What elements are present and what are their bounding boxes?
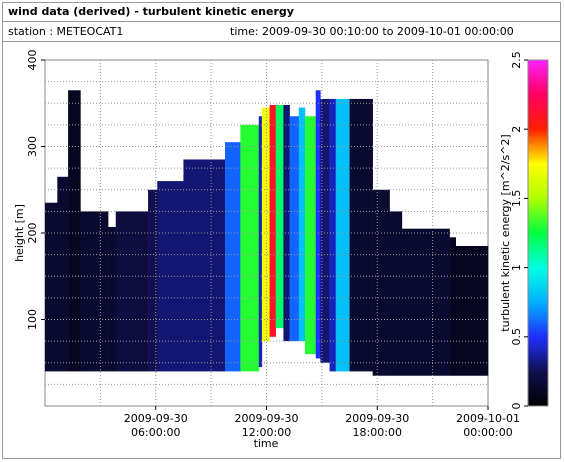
time-range: time: 2009-09-30 00:10:00 to 2009-10-01 … bbox=[230, 25, 514, 38]
heatmap-cell bbox=[261, 107, 270, 342]
y-tick-label: 300 bbox=[26, 136, 39, 157]
heatmap-cell bbox=[80, 211, 109, 372]
y-tick-label: 200 bbox=[26, 223, 39, 244]
heatmap-cell bbox=[115, 211, 149, 372]
heatmap-cell bbox=[275, 104, 284, 329]
heatmap-cell bbox=[304, 116, 317, 355]
heatmap-cell bbox=[148, 189, 158, 372]
colorbar-tick-label: 2 bbox=[510, 126, 523, 133]
x-tick-label: 06:00:00 bbox=[131, 426, 180, 439]
x-tick-label: 18:00:00 bbox=[353, 426, 402, 439]
x-tick-label: 12:00:00 bbox=[242, 426, 291, 439]
heatmap-cell bbox=[401, 228, 450, 376]
heatmap-cell bbox=[289, 116, 300, 342]
y-axis-label: height [m] bbox=[13, 204, 26, 262]
heatmap-cell bbox=[298, 107, 306, 342]
heatmap-cell bbox=[240, 124, 260, 372]
colorbar-tick-label: 2.5 bbox=[510, 51, 523, 69]
heatmap-cell bbox=[455, 245, 489, 376]
heatmap-cell bbox=[183, 159, 226, 372]
colorbar-tick-label: 0 bbox=[510, 403, 523, 410]
colorbar-tick-label: 1.5 bbox=[510, 190, 523, 208]
heatmap-cell bbox=[315, 90, 321, 359]
heatmap-cell bbox=[320, 98, 330, 363]
x-tick-label: 2009-09-30 bbox=[345, 412, 409, 425]
y-tick-label: 400 bbox=[26, 50, 39, 71]
x-tick-label: 00:00:00 bbox=[463, 426, 512, 439]
heatmap-cell bbox=[335, 98, 350, 372]
colorbar-tick-label: 1 bbox=[510, 264, 523, 271]
colorbar-label: turbulent kinetic energy [m^2/s^2] bbox=[499, 134, 512, 331]
heatmap-cell bbox=[283, 104, 290, 342]
colorbar-tick-label: 0.5 bbox=[510, 328, 523, 346]
heatmap-cell bbox=[269, 104, 277, 337]
x-axis-label: time bbox=[254, 437, 279, 450]
heatmap-cell bbox=[372, 189, 390, 376]
heatmap-cell bbox=[157, 181, 184, 372]
heatmap-cell bbox=[258, 116, 263, 368]
heatmap-cell bbox=[349, 98, 373, 372]
x-tick-label: 2009-09-30 bbox=[235, 412, 299, 425]
heatmap-cell bbox=[45, 202, 58, 372]
colorbar bbox=[527, 59, 549, 407]
heatmap-cell bbox=[389, 211, 403, 376]
heatmap-cell bbox=[68, 90, 81, 372]
x-tick-label: 2009-09-30 bbox=[124, 412, 188, 425]
station: station : METEOCAT1 bbox=[8, 25, 123, 38]
heatmap-cell bbox=[224, 142, 241, 372]
x-tick-label: 2009-10-01 bbox=[456, 412, 520, 425]
y-tick-label: 100 bbox=[26, 309, 39, 330]
heatmap-cell bbox=[108, 226, 117, 372]
heatmap-cell bbox=[329, 98, 337, 372]
heatmap-cell bbox=[57, 176, 69, 372]
heatmap-cell bbox=[449, 237, 456, 376]
chart-title: wind data (derived) - turbulent kinetic … bbox=[8, 5, 294, 18]
